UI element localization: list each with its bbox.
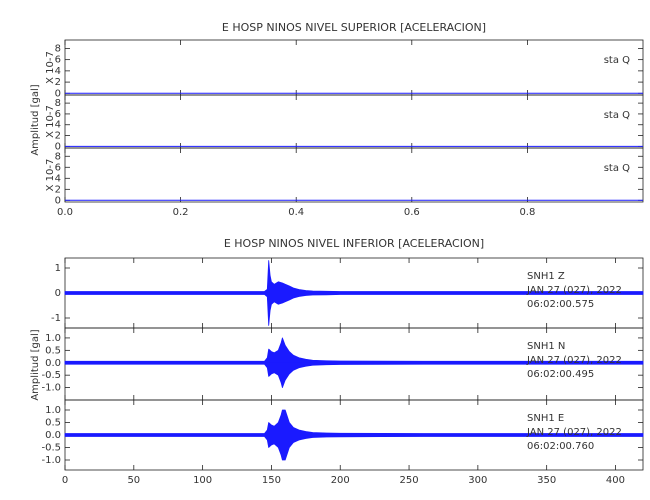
y-tick-label: 1 xyxy=(55,263,61,274)
y-tick-label: 6 xyxy=(55,109,61,120)
y-tick-label: 8 xyxy=(55,151,61,162)
y-tick-label: 0.5 xyxy=(45,345,61,356)
y-tick-label: 1.0 xyxy=(45,405,61,416)
x-tick-label: 0 xyxy=(62,475,68,486)
x-tick-label: 50 xyxy=(127,475,140,486)
y-tick-label: 0 xyxy=(55,141,61,152)
waveform-lower xyxy=(64,434,644,461)
y-tick-label: 0.0 xyxy=(45,358,61,369)
station-label: JAN 27 (027), 2022 xyxy=(526,355,622,366)
station-label: SNH1 N xyxy=(527,341,565,352)
station-label: sta Q xyxy=(604,55,630,66)
y-tick-label: 2 xyxy=(55,77,61,88)
y-unit-label: X 10-7 xyxy=(45,159,56,192)
station-label: SNH1 Z xyxy=(527,271,565,282)
station-label: 06:02:00.760 xyxy=(527,441,594,452)
y-unit-label: X 10-7 xyxy=(45,105,56,138)
y-tick-label: -1.0 xyxy=(41,455,61,466)
station-label: 06:02:00.575 xyxy=(527,299,594,310)
panel-frame xyxy=(64,94,644,149)
y-tick-label: -1.0 xyxy=(41,383,61,394)
station-label: sta Q xyxy=(604,110,630,121)
waveform-upper xyxy=(64,337,644,364)
y-tick-label: 8 xyxy=(55,98,61,109)
waveform-lower xyxy=(64,292,644,326)
chart-title: E HOSP NINOS NIVEL INFERIOR [ACELERACION… xyxy=(224,237,484,250)
x-tick-label: 100 xyxy=(193,475,212,486)
x-tick-label: 150 xyxy=(262,475,281,486)
x-tick-label: 250 xyxy=(400,475,419,486)
station-label: SNH1 E xyxy=(527,413,564,424)
y-unit-label: X 10-7 xyxy=(45,51,56,84)
y-tick-label: 2 xyxy=(55,131,61,142)
y-tick-label: 6 xyxy=(55,162,61,173)
y-tick-label: 6 xyxy=(55,55,61,66)
waveform-upper xyxy=(64,409,644,436)
y-axis-label: Amplitud [gal] xyxy=(30,84,41,155)
y-tick-label: 0 xyxy=(55,88,61,99)
station-label: sta Q xyxy=(604,163,630,174)
x-tick-label: 300 xyxy=(468,475,487,486)
panel-frame xyxy=(64,147,644,203)
y-tick-label: 4 xyxy=(55,66,61,77)
y-tick-label: 0.0 xyxy=(45,430,61,441)
x-tick-label: 200 xyxy=(331,475,350,486)
y-tick-label: -0.5 xyxy=(41,443,61,454)
station-label: JAN 27 (027), 2022 xyxy=(526,427,622,438)
y-tick-label: 2 xyxy=(55,184,61,195)
x-tick-label: 0.0 xyxy=(57,207,73,218)
waveform-upper xyxy=(64,260,644,294)
y-tick-label: -1 xyxy=(51,313,61,324)
y-axis-label: Amplitud [gal] xyxy=(30,329,41,400)
waveform-lower xyxy=(64,362,644,388)
y-tick-label: 4 xyxy=(55,173,61,184)
panel-frame xyxy=(64,39,644,96)
x-tick-label: 0.2 xyxy=(173,207,189,218)
x-tick-label: 0.6 xyxy=(404,207,420,218)
y-tick-label: 8 xyxy=(55,43,61,54)
y-tick-label: -0.5 xyxy=(41,370,61,381)
x-tick-label: 0.4 xyxy=(288,207,304,218)
y-tick-label: 4 xyxy=(55,120,61,131)
y-tick-label: 1.0 xyxy=(45,333,61,344)
x-tick-label: 350 xyxy=(537,475,556,486)
y-tick-label: 0 xyxy=(55,195,61,206)
chart-title: E HOSP NINOS NIVEL SUPERIOR [ACELERACION… xyxy=(222,21,486,34)
station-label: 06:02:00.495 xyxy=(527,369,594,380)
y-tick-label: 0.5 xyxy=(45,418,61,429)
x-tick-label: 400 xyxy=(606,475,625,486)
x-tick-label: 0.8 xyxy=(519,207,535,218)
y-tick-label: 0 xyxy=(55,288,61,299)
station-label: JAN 27 (027), 2022 xyxy=(526,285,622,296)
